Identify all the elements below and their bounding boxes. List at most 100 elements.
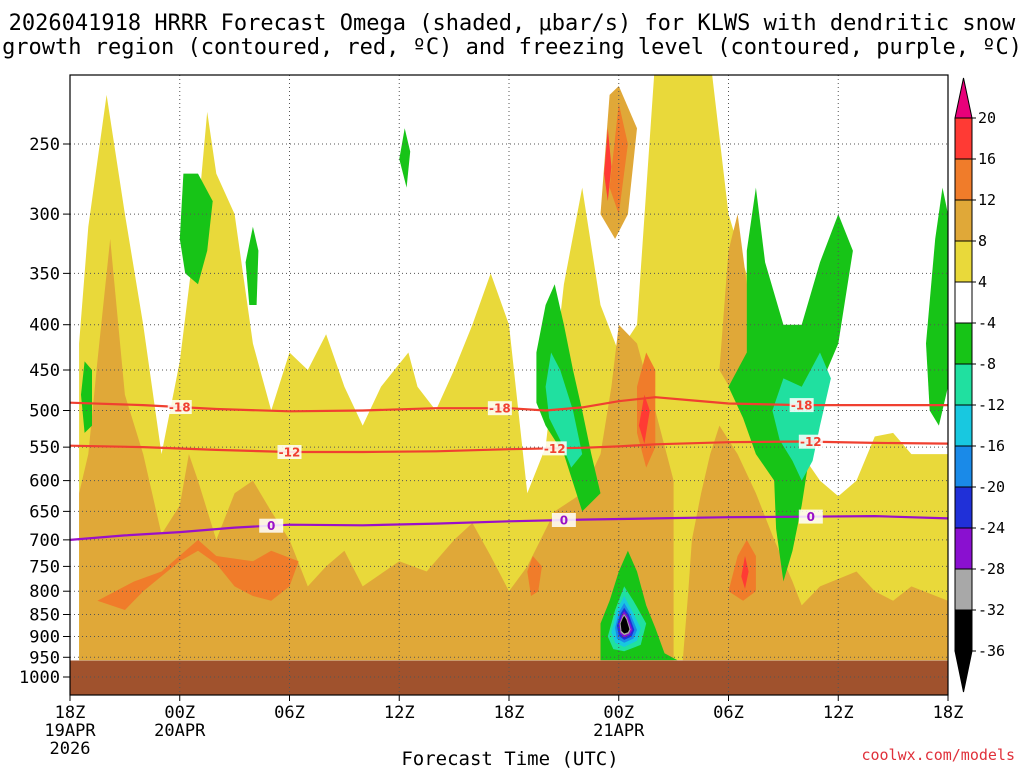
omega-region-pos16-11	[638, 394, 650, 444]
x-tick-label-5-1: 00Z	[603, 703, 634, 723]
chart-title-line2: growth region (contoured, red, ºC) and f…	[2, 35, 1022, 60]
y-tick-label-950: 950	[29, 648, 60, 668]
colorbar-bin-8	[954, 445, 973, 488]
contour-label-bg-1-1	[542, 441, 567, 456]
chart-title-line1: 2026041918 HRRR Forecast Omega (shaded, …	[9, 11, 1016, 36]
omega-region-pos12-6	[609, 103, 628, 215]
x-tick-label-5-2: 21APR	[593, 721, 645, 741]
contour-label-0-0: -18	[169, 401, 191, 415]
x-tick-label-2-1: 06Z	[274, 703, 305, 723]
colorbar-bin-9	[954, 486, 973, 529]
y-tick-label-900: 900	[29, 627, 60, 647]
colorbar-label-10: -24	[978, 519, 1005, 537]
y-tick-label-300: 300	[29, 205, 60, 225]
contour-label-bg-1-0	[277, 445, 302, 460]
colorbar-label-1: 16	[978, 150, 996, 168]
pressure-axis: 2503003504004505005506006507007508008509…	[19, 135, 70, 688]
colorbar-label-9: -20	[978, 478, 1005, 496]
y-tick-label-350: 350	[29, 264, 60, 284]
y-tick-label-400: 400	[29, 316, 60, 336]
colorbar-bin-2	[954, 199, 973, 242]
omega-region-neg4-15	[926, 187, 948, 426]
colorbar-bin-4	[954, 281, 973, 324]
y-tick-label-800: 800	[29, 582, 60, 602]
omega-region-pos8-1	[79, 238, 674, 661]
contour-label-2-1: 0	[560, 514, 568, 528]
contour-label-0-1: -18	[489, 402, 511, 416]
colorbar-label-7: -12	[978, 396, 1005, 414]
x-tick-label-0-1: 18Z	[55, 703, 86, 723]
colorbar-bin-3	[954, 240, 973, 283]
colorbar-bin-11	[954, 568, 973, 611]
colorbar-label-13: -36	[978, 642, 1005, 660]
y-tick-label-600: 600	[29, 472, 60, 492]
x-tick-label-4-1: 18Z	[494, 703, 525, 723]
colorbar-label-2: 12	[978, 191, 996, 209]
x-axis-label: Forecast Time (UTC)	[401, 748, 618, 768]
colorbar-bin-5	[954, 322, 973, 365]
omega-region-neg32-29	[620, 615, 630, 634]
below-ground-area	[70, 660, 948, 695]
y-tick-label-550: 550	[29, 438, 60, 458]
omega-region-neg4-19	[81, 361, 92, 433]
contour-label-0-2: -18	[791, 399, 813, 413]
plot-grid	[70, 75, 948, 695]
omega-region-neg4-18	[245, 226, 259, 305]
colorbar: 20 16 12 8 4 -4 -8 -12 -16 -20 -24 -28 -32 -36	[954, 77, 1005, 693]
colorbar-label-11: -28	[978, 560, 1005, 578]
colorbar-top-arrow	[954, 77, 973, 119]
colorbar-bin-0	[954, 117, 973, 160]
colorbar-bin-10	[954, 527, 973, 570]
colorbar-label-12: -32	[978, 601, 1005, 619]
colorbar-label-0: 20	[978, 109, 996, 127]
contour-label-bg-2-1	[551, 513, 576, 528]
omega-region-pos12-5	[97, 539, 299, 610]
colorbar-label-8: -16	[978, 437, 1005, 455]
contour-label-1-2: -12	[800, 435, 822, 449]
y-tick-label-450: 450	[29, 361, 60, 381]
y-tick-label-700: 700	[29, 531, 60, 551]
omega-region-neg4-20	[399, 128, 411, 188]
y-tick-label-850: 850	[29, 606, 60, 626]
omega-region-pos8-4	[719, 214, 747, 395]
colorbar-bin-6	[954, 363, 973, 406]
x-tick-label-8-1: 18Z	[933, 703, 964, 723]
colorbar-label-6: -8	[978, 355, 996, 373]
contour-label-bg-0-1	[487, 401, 512, 416]
contour-label-bg-0-2	[789, 398, 814, 413]
y-tick-label-1000: 1000	[19, 668, 60, 688]
omega-region-neg4-17	[179, 173, 213, 285]
colorbar-label-3: 8	[978, 232, 987, 250]
colorbar-bin-12	[954, 609, 973, 652]
x-tick-label-0-2: 19APR	[44, 721, 96, 741]
x-tick-label-1-2: 20APR	[154, 721, 206, 741]
x-tick-label-3-1: 12Z	[384, 703, 415, 723]
x-tick-label-6-1: 06Z	[713, 703, 744, 723]
contour-label-bg-2-0	[259, 518, 284, 533]
contour-label-1-0: -12	[279, 446, 301, 460]
credit-link[interactable]: coolwx.com/models	[861, 746, 1015, 764]
colorbar-bin-7	[954, 404, 973, 447]
omega-region-pos16-12	[741, 556, 749, 589]
omega-region-pos12-8	[728, 539, 756, 601]
contour-label-1-1: -12	[544, 442, 566, 456]
x-tick-label-7-1: 12Z	[823, 703, 854, 723]
y-tick-label-750: 750	[29, 557, 60, 577]
y-tick-label-500: 500	[29, 402, 60, 422]
contour-line-2	[70, 514, 948, 541]
contour-label-bg-2-2	[798, 509, 823, 524]
contour-label-2-2: 0	[807, 510, 815, 524]
omega-region-pos16-10	[604, 128, 612, 202]
colorbar-bin-1	[954, 158, 973, 201]
x-tick-label-0-3: 2026	[50, 739, 91, 759]
y-tick-label-250: 250	[29, 135, 60, 155]
colorbar-label-4: 4	[978, 273, 987, 291]
omega-region-neg8-22	[772, 352, 831, 481]
contour-label-2-0: 0	[267, 519, 275, 533]
contour-label-bg-1-2	[798, 434, 823, 449]
colorbar-label-5: -4	[978, 314, 996, 332]
colorbar-bottom-arrow	[954, 650, 973, 693]
contour-line-0	[70, 396, 948, 413]
